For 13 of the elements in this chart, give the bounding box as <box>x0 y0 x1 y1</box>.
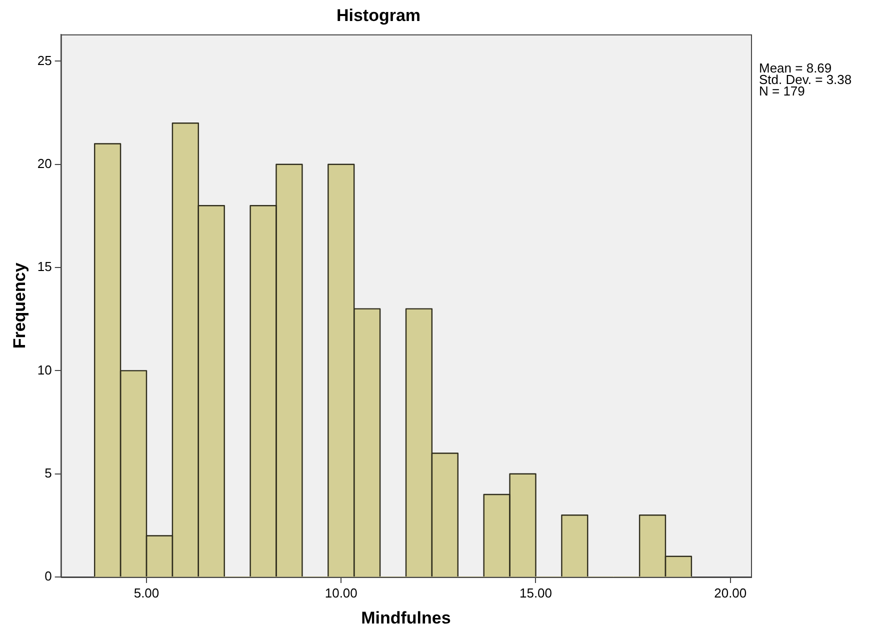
x-tick-label: 5.00 <box>134 585 160 600</box>
x-tick-label: 20.00 <box>714 585 747 600</box>
y-tick-label: 20 <box>37 156 52 171</box>
y-tick-label: 0 <box>44 568 52 584</box>
y-tick-label: 10 <box>37 362 52 378</box>
x-axis-title: Mindfulnes <box>361 608 451 628</box>
x-tick-label: 15.00 <box>519 585 552 600</box>
x-tick-label: 10.00 <box>324 585 358 600</box>
y-tick-label: 25 <box>37 52 52 68</box>
chart-title: Histogram <box>336 6 421 25</box>
y-tick-label: 15 <box>37 259 52 274</box>
y-tick-label: 5 <box>44 465 52 480</box>
y-axis-title: Frequency <box>10 262 29 349</box>
